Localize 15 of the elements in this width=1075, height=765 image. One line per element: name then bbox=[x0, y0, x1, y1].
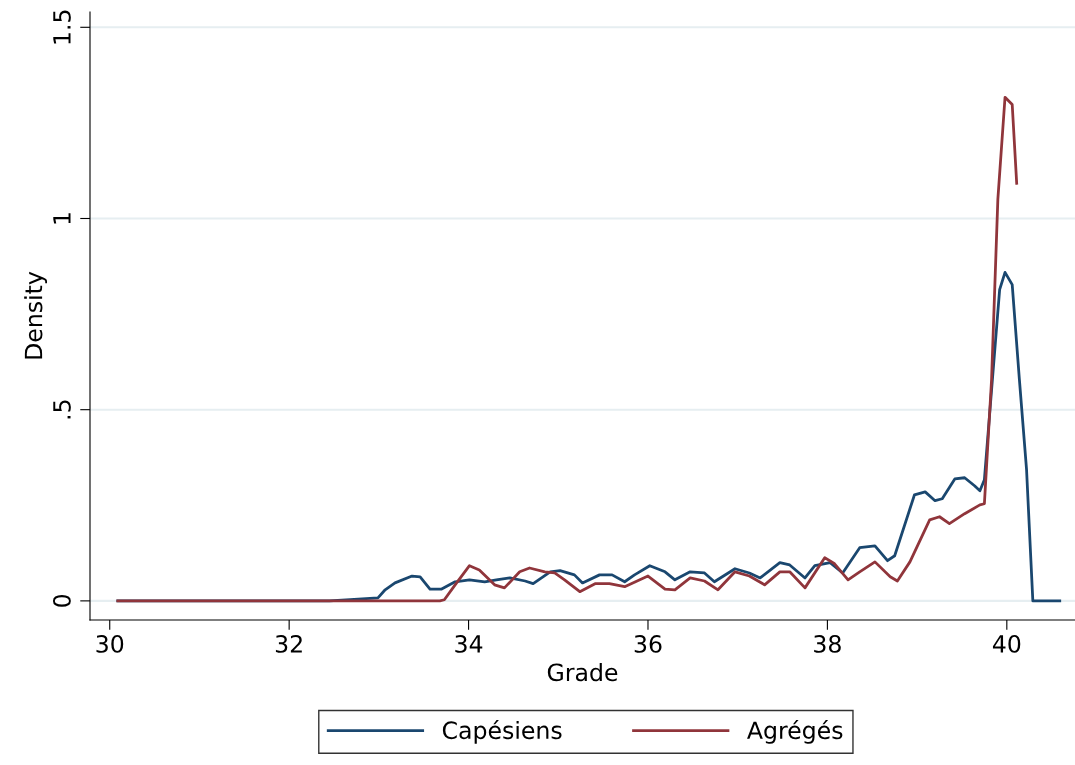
legend-label: Agrégés bbox=[747, 719, 843, 744]
x-tick-label: 40 bbox=[992, 635, 1021, 653]
x-tick-label: 30 bbox=[96, 635, 124, 653]
y-tick-label: 1.5 bbox=[53, 10, 71, 44]
legend-label: Capésiens bbox=[442, 719, 562, 744]
x-tick-label: 36 bbox=[634, 635, 662, 653]
x-tick-label: 38 bbox=[814, 635, 841, 653]
y-tick-label: 0 bbox=[52, 594, 71, 607]
line-series bbox=[116, 95, 1019, 603]
x-tick-label: 32 bbox=[275, 635, 302, 653]
y-tick-label: 1 bbox=[53, 213, 71, 224]
x-tick-label: 34 bbox=[455, 635, 483, 653]
x-axis-title: Grade bbox=[547, 662, 618, 682]
y-tick-label: .5 bbox=[53, 400, 71, 419]
y-axis-title: Density bbox=[24, 271, 48, 359]
